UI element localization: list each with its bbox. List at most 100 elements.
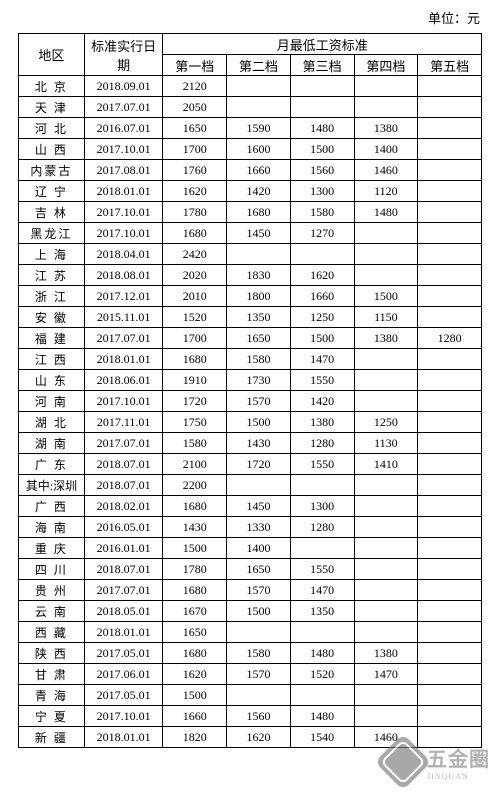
cell-region: 湖 南 (19, 433, 85, 454)
cell-tier-5 (418, 118, 482, 139)
cell-date: 2017.07.01 (84, 433, 163, 454)
cell-tier-4 (354, 76, 418, 97)
cell-tier-3: 1480 (290, 643, 354, 664)
cell-tier-5 (418, 622, 482, 643)
cell-tier-5 (418, 265, 482, 286)
cell-tier-1: 1780 (163, 559, 227, 580)
cell-tier-5 (418, 160, 482, 181)
cell-date: 2015.11.01 (84, 307, 163, 328)
cell-tier-4: 1380 (354, 643, 418, 664)
cell-tier-4 (354, 349, 418, 370)
cell-region: 广 东 (19, 454, 85, 475)
cell-tier-1: 1670 (163, 601, 227, 622)
table-header: 地区 标准实行日期 月最低工资标准 第一档 第二档 第三档 第四档 第五档 (19, 34, 482, 76)
cell-tier-2: 1500 (227, 412, 291, 433)
cell-tier-5 (418, 580, 482, 601)
cell-tier-3: 1420 (290, 391, 354, 412)
cell-tier-4 (354, 706, 418, 727)
cell-tier-1: 1620 (163, 664, 227, 685)
cell-tier-2 (227, 244, 291, 265)
cell-tier-2: 1680 (227, 202, 291, 223)
cell-region: 云 南 (19, 601, 85, 622)
cell-tier-1: 1680 (163, 496, 227, 517)
cell-region: 浙 江 (19, 286, 85, 307)
cell-tier-5 (418, 433, 482, 454)
table-row: 湖 南2017.07.011580143012801130 (19, 433, 482, 454)
cell-tier-5 (418, 244, 482, 265)
cell-tier-1: 1750 (163, 412, 227, 433)
cell-tier-3: 1270 (290, 223, 354, 244)
cell-tier-2: 1650 (227, 328, 291, 349)
cell-region: 青 海 (19, 685, 85, 706)
table-row: 西 藏2018.01.011650 (19, 622, 482, 643)
table-row: 广 西2018.02.01168014501300 (19, 496, 482, 517)
cell-tier-2: 1330 (227, 517, 291, 538)
cell-tier-1: 2420 (163, 244, 227, 265)
cell-tier-3: 1480 (290, 706, 354, 727)
cell-tier-4: 1470 (354, 664, 418, 685)
cell-tier-4: 1130 (354, 433, 418, 454)
cell-tier-3 (290, 475, 354, 496)
cell-tier-2: 1560 (227, 706, 291, 727)
cell-tier-4 (354, 391, 418, 412)
cell-tier-1: 1680 (163, 643, 227, 664)
cell-date: 2017.07.01 (84, 97, 163, 118)
cell-date: 2018.07.01 (84, 559, 163, 580)
cell-date: 2017.05.01 (84, 643, 163, 664)
header-tier-3: 第三档 (290, 55, 354, 76)
cell-tier-5 (418, 76, 482, 97)
cell-tier-5 (418, 412, 482, 433)
cell-date: 2017.12.01 (84, 286, 163, 307)
cell-tier-4: 1380 (354, 328, 418, 349)
cell-region: 辽 宁 (19, 181, 85, 202)
cell-tier-4: 1480 (354, 202, 418, 223)
cell-tier-2: 1830 (227, 265, 291, 286)
cell-date: 2017.10.01 (84, 139, 163, 160)
cell-tier-1: 1720 (163, 391, 227, 412)
cell-tier-5 (418, 454, 482, 475)
cell-region: 福 建 (19, 328, 85, 349)
table-row: 甘 肃2017.06.011620157015201470 (19, 664, 482, 685)
cell-tier-2: 1730 (227, 370, 291, 391)
cell-tier-4: 1460 (354, 160, 418, 181)
cell-tier-5 (418, 97, 482, 118)
table-row: 黑龙江2017.10.01168014501270 (19, 223, 482, 244)
cell-tier-4 (354, 685, 418, 706)
cell-date: 2018.01.01 (84, 727, 163, 748)
table-row: 山 东2018.06.01191017301550 (19, 370, 482, 391)
cell-region: 陕 西 (19, 643, 85, 664)
cell-tier-3 (290, 76, 354, 97)
cell-tier-3: 1500 (290, 139, 354, 160)
table-row: 北 京2018.09.012120 (19, 76, 482, 97)
cell-tier-4: 1380 (354, 118, 418, 139)
header-monthly-group: 月最低工资标准 (163, 34, 482, 55)
table-row: 云 南2018.05.01167015001350 (19, 601, 482, 622)
cell-tier-3: 1280 (290, 433, 354, 454)
cell-date: 2018.07.01 (84, 475, 163, 496)
table-row: 新 疆2018.01.011820162015401460 (19, 727, 482, 748)
cell-tier-3: 1520 (290, 664, 354, 685)
table-body: 北 京2018.09.012120天 津2017.07.012050河 北201… (19, 76, 482, 748)
table-row: 重 庆2016.01.0115001400 (19, 538, 482, 559)
cell-tier-1: 1700 (163, 139, 227, 160)
cell-tier-2: 1580 (227, 643, 291, 664)
cell-tier-5 (418, 370, 482, 391)
cell-region: 重 庆 (19, 538, 85, 559)
cell-tier-5 (418, 475, 482, 496)
cell-tier-5 (418, 664, 482, 685)
cell-date: 2017.05.01 (84, 685, 163, 706)
cell-tier-2: 1350 (227, 307, 291, 328)
cell-date: 2017.07.01 (84, 328, 163, 349)
cell-tier-2: 1800 (227, 286, 291, 307)
cell-tier-3: 1620 (290, 265, 354, 286)
cell-tier-1: 1500 (163, 685, 227, 706)
cell-tier-3: 1480 (290, 118, 354, 139)
cell-region: 四 川 (19, 559, 85, 580)
cell-tier-1: 1680 (163, 580, 227, 601)
cell-region: 其中:深圳 (19, 475, 85, 496)
cell-tier-2: 1600 (227, 139, 291, 160)
table-row: 安 徽2015.11.011520135012501150 (19, 307, 482, 328)
cell-tier-1: 2020 (163, 265, 227, 286)
cell-tier-2: 1570 (227, 391, 291, 412)
header-tier-4: 第四档 (354, 55, 418, 76)
